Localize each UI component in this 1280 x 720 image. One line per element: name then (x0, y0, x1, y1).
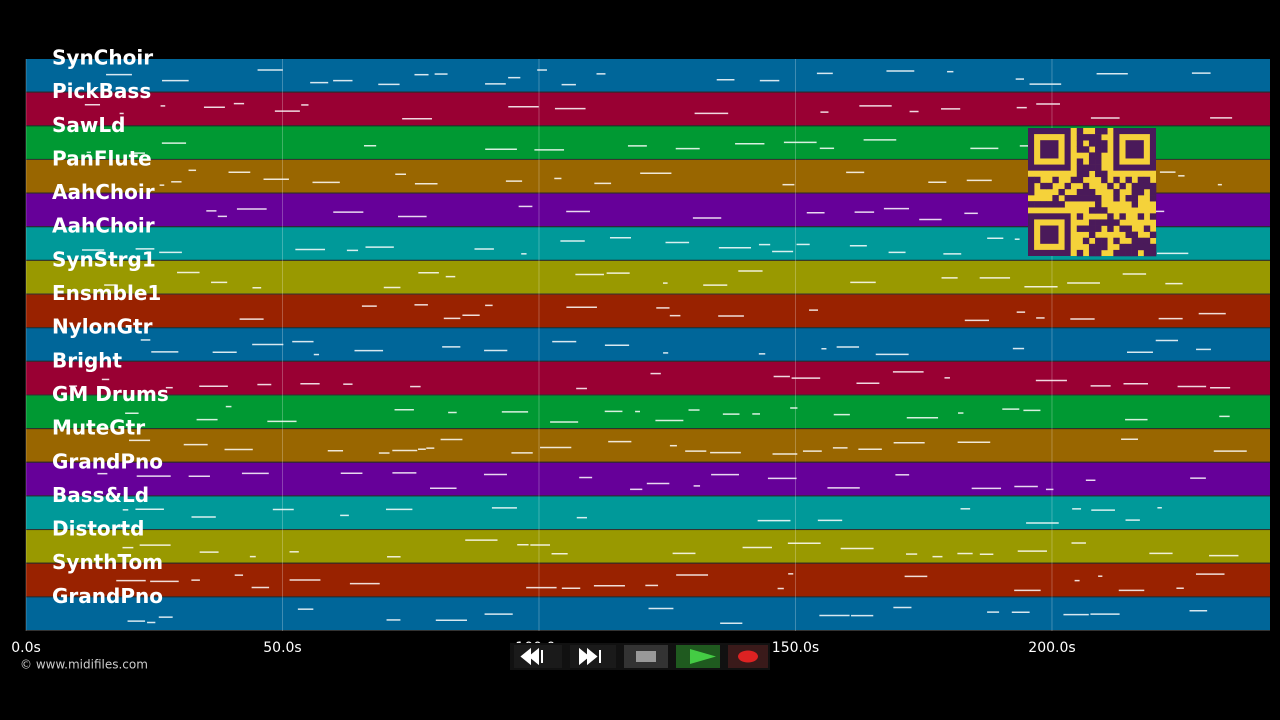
track-band (26, 260, 1270, 294)
track-name: PanFlute (52, 146, 152, 170)
record-button[interactable] (728, 645, 768, 668)
track-name: NylonGtr (52, 315, 153, 339)
time-tick-label: 0.0s (11, 640, 41, 656)
track-name: Ensmble1 (52, 281, 161, 305)
track-band (26, 496, 1270, 530)
track-band (26, 597, 1270, 630)
track-band (26, 462, 1270, 496)
track-name: PickBass (52, 79, 151, 103)
track-name: GrandPno (52, 449, 163, 473)
footer: © www.midifiles.com (20, 658, 148, 672)
track-name: AahChoir (52, 180, 155, 204)
track-band (26, 361, 1270, 395)
track-name: SynthTom (52, 550, 163, 574)
track-band (26, 563, 1270, 597)
track-name: SawLd (52, 113, 125, 137)
track-name: Distortd (52, 517, 144, 541)
stop-button[interactable] (624, 645, 668, 668)
time-tick-label: 50.0s (263, 640, 301, 656)
track-name: Bass&Ld (52, 483, 149, 507)
track-name: AahChoir (52, 214, 155, 238)
track-name: Bright (52, 348, 123, 372)
track-band (26, 530, 1270, 563)
transport-controls (510, 643, 770, 670)
track-name: GrandPno (52, 584, 163, 608)
track-name: MuteGtr (52, 416, 145, 440)
track-name: GM Drums (52, 382, 169, 406)
time-tick-label: 200.0s (1028, 640, 1075, 656)
track-name: SynStrg1 (52, 247, 156, 271)
track-band (26, 328, 1270, 361)
track-band (26, 395, 1270, 429)
time-tick-label: 150.0s (772, 640, 819, 656)
qr-code (1028, 128, 1157, 257)
track-band (26, 92, 1270, 126)
fast-forward-button[interactable] (570, 645, 616, 668)
track-band (26, 429, 1270, 462)
track-band (26, 294, 1270, 328)
track-band (26, 59, 1270, 92)
track-name: SynChoir (52, 46, 153, 70)
rewind-button[interactable] (514, 645, 562, 668)
play-button[interactable] (676, 645, 720, 668)
